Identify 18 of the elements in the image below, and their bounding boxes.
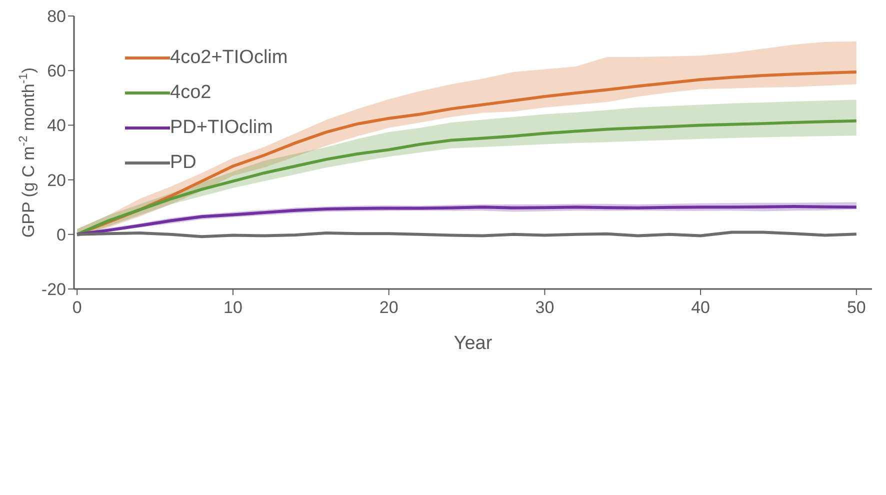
legend-label: PD+TIOclim xyxy=(170,116,273,138)
x-tick-label: 10 xyxy=(224,298,242,318)
x-tick-label: 30 xyxy=(535,298,554,318)
legend-label: 4co2+TIOclim xyxy=(170,46,288,68)
x-tick-label: 0 xyxy=(72,298,82,318)
y-tick-label: 20 xyxy=(47,170,66,190)
legend-label: 4co2 xyxy=(170,82,212,104)
y-tick-label: 60 xyxy=(47,62,66,81)
y-tick-label: 40 xyxy=(47,116,66,136)
line-series xyxy=(76,119,858,236)
x-axis-title: Year xyxy=(454,333,493,354)
y-tick-label: 80 xyxy=(47,7,66,26)
x-tick-label: 20 xyxy=(379,298,398,318)
y-tick-label: 0 xyxy=(56,225,66,244)
legend-label: PD xyxy=(170,152,196,174)
x-tick-label: 40 xyxy=(691,298,710,318)
y-tick-label: -20 xyxy=(41,280,66,300)
x-tick-label: 50 xyxy=(846,298,866,318)
